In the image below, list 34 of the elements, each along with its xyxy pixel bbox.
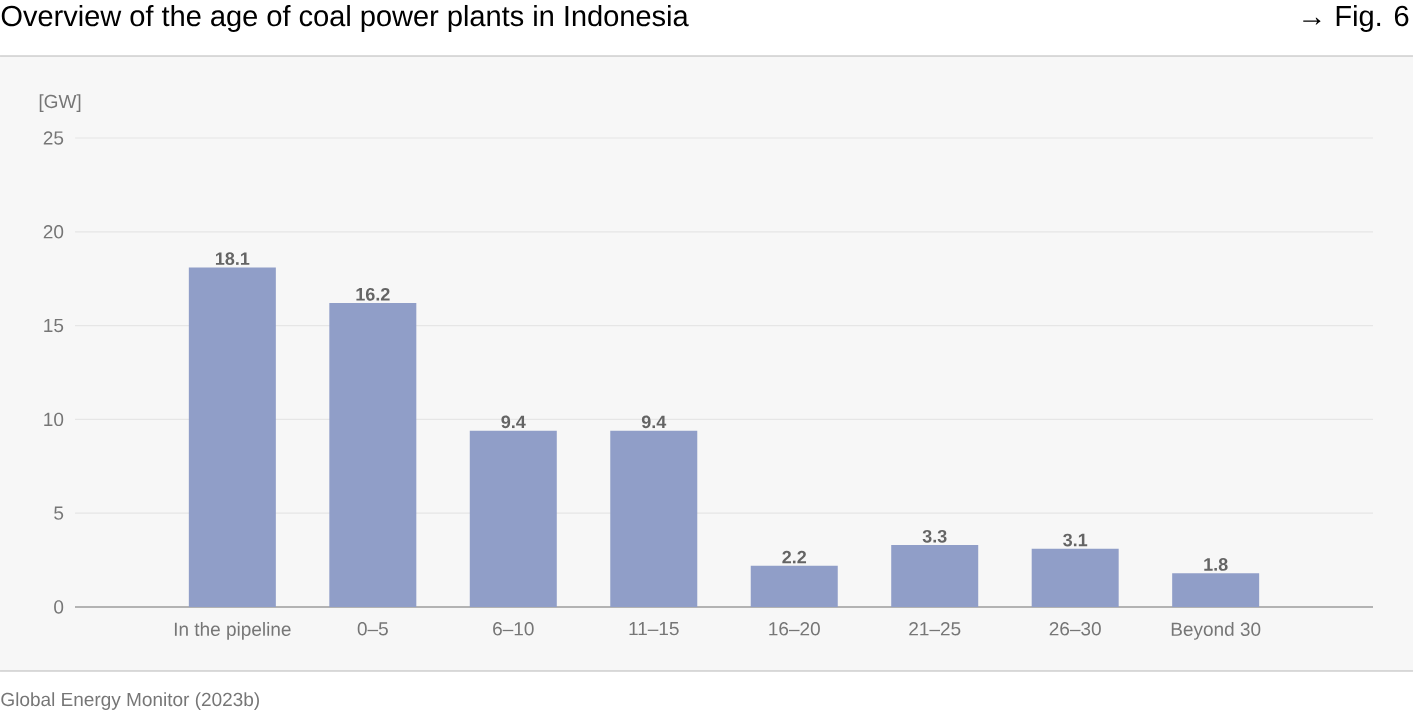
y-tick-label: 20 — [43, 225, 64, 239]
chart-title: Overview of the age of coal power plants in Indonesia — [1, 4, 689, 33]
bar — [891, 545, 979, 607]
y-tick-label: 15 — [44, 318, 64, 333]
bar — [329, 303, 417, 607]
bar — [1172, 573, 1260, 607]
y-tick-label: 25 — [43, 131, 64, 145]
data-label: 18.1 — [215, 252, 250, 266]
data-label: 3.1 — [1063, 533, 1088, 547]
y-tick-label: 5 — [54, 506, 64, 520]
bar — [469, 430, 557, 607]
bar — [610, 430, 698, 607]
bar — [188, 267, 276, 607]
x-tick-label: 26–30 — [1049, 622, 1101, 636]
x-tick-label: In the pipeline — [174, 622, 291, 640]
x-tick-label: 16–20 — [769, 622, 820, 636]
data-label: 1.8 — [1204, 558, 1228, 571]
y-tick-label: 10 — [44, 412, 64, 427]
data-label: 16.2 — [356, 287, 390, 301]
text: Global Energy Monitor (2023b) — [1, 692, 259, 710]
x-tick-label: 11–15 — [629, 622, 679, 636]
bar — [750, 565, 838, 607]
bar — [1031, 548, 1119, 607]
x-tick-label: Beyond 30 — [1171, 622, 1261, 640]
y-axis-title: [GW] — [39, 94, 81, 112]
x-tick-label: 0–5 — [357, 622, 388, 636]
data-label: 9.4 — [501, 415, 526, 429]
x-tick-label: 21–25 — [909, 622, 961, 636]
data-label: 3.3 — [922, 529, 947, 543]
y-tick-label: 0 — [54, 600, 64, 614]
x-tick-label: 6–10 — [493, 622, 534, 636]
data-label: 2.2 — [782, 550, 807, 564]
data-label: 9.4 — [641, 415, 667, 429]
text: → Fig. 6 — [1303, 4, 1409, 33]
